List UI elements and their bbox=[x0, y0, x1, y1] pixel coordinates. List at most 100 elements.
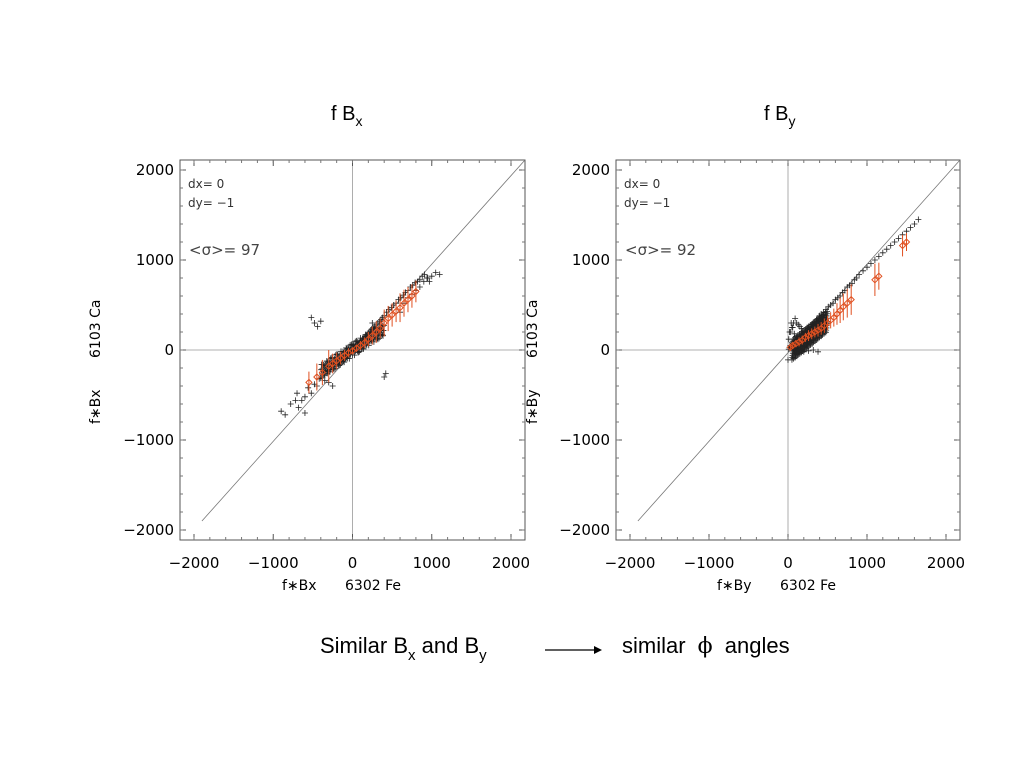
scatter-point bbox=[792, 315, 799, 322]
scatter-point bbox=[795, 351, 802, 358]
scatter-point bbox=[830, 300, 837, 307]
scatter-point bbox=[353, 337, 360, 344]
y-tick-label: 0 bbox=[600, 341, 610, 359]
scatter-point bbox=[810, 347, 817, 353]
scatter-point bbox=[867, 260, 874, 267]
scatter-point bbox=[357, 335, 364, 342]
scatter-point bbox=[895, 235, 902, 242]
scatter-point bbox=[348, 341, 355, 348]
scatter-point bbox=[794, 348, 801, 355]
mean-diamond bbox=[807, 330, 816, 338]
mean-diamond bbox=[833, 310, 841, 318]
mean-diamond bbox=[875, 272, 883, 280]
mean-diamond bbox=[871, 276, 879, 284]
mean-diamond bbox=[789, 341, 797, 350]
mean-diamond bbox=[400, 299, 408, 307]
scatter-point bbox=[786, 329, 793, 335]
annotation-dy: dy= −1 bbox=[624, 196, 670, 210]
mean-diamond bbox=[836, 306, 844, 315]
scatter-point bbox=[352, 338, 359, 345]
scatter-point bbox=[915, 216, 922, 223]
x-tick-label: −2000 bbox=[605, 554, 656, 572]
y-axis-label-left: f∗Bx bbox=[88, 389, 104, 424]
scatter-point bbox=[819, 331, 826, 338]
scatter-point bbox=[301, 410, 308, 416]
plot-area-by: −2000 −2000 −1000 −1000 0 0 1000 1000 2000 2000 bbox=[559, 159, 965, 572]
scatter-point bbox=[378, 332, 385, 339]
x-tick-label: 0 bbox=[783, 554, 793, 572]
scatter-point bbox=[432, 269, 439, 276]
scatter-point bbox=[871, 257, 878, 263]
x-tick-label: 1000 bbox=[413, 554, 451, 572]
y-tick-label: 1000 bbox=[572, 251, 610, 269]
arrow-head-icon bbox=[594, 646, 602, 654]
scatter-point bbox=[879, 249, 886, 256]
scatter-point bbox=[328, 354, 335, 361]
scatter-point bbox=[875, 253, 882, 260]
chart-panel-bx: f Bx −2000 −2000 −1000 −1000 0 0 1000 1000 2000 2… bbox=[88, 103, 530, 594]
x-tick-label: −2000 bbox=[169, 554, 220, 572]
mean-diamond bbox=[792, 339, 800, 348]
caption-left: Similar Bx and By bbox=[320, 633, 487, 664]
annotation-dx: dx= 0 bbox=[624, 177, 660, 191]
scatter-point bbox=[362, 331, 369, 338]
scatter-point bbox=[292, 397, 299, 404]
scatter-point bbox=[311, 320, 318, 326]
mean-diamond bbox=[313, 373, 321, 381]
scatter-point bbox=[799, 348, 806, 355]
mean-diamond bbox=[811, 328, 819, 336]
y-axis-label-right: 6103 Ca bbox=[88, 300, 104, 358]
y-tick-label: −2000 bbox=[123, 521, 174, 539]
mean-diamond bbox=[839, 303, 848, 311]
x-axis-label-left: f∗By bbox=[717, 578, 752, 594]
scatter-point bbox=[308, 314, 315, 321]
mean-diamond bbox=[847, 295, 855, 304]
x-axis-label-right: 6302 Fe bbox=[345, 578, 401, 594]
scatter-point bbox=[814, 335, 821, 342]
scatter-point bbox=[318, 361, 325, 368]
annotation-sigma: <σ>= 92 bbox=[625, 241, 696, 259]
scatter-point bbox=[814, 320, 821, 327]
scatter-point bbox=[788, 320, 795, 326]
scatter-point bbox=[317, 318, 324, 325]
plot-area-bx: −2000 −2000 −1000 −1000 0 0 1000 1000 2000 2000 bbox=[123, 159, 530, 572]
scatter-point bbox=[294, 390, 301, 397]
scatter-point bbox=[864, 264, 870, 271]
scatter-point bbox=[381, 374, 388, 380]
scatter-point bbox=[810, 339, 817, 346]
scatter-point bbox=[282, 411, 289, 418]
mean-diamond bbox=[372, 328, 380, 336]
scatter-point bbox=[295, 404, 302, 411]
mean-diamond bbox=[384, 314, 392, 323]
scatter-point bbox=[788, 356, 795, 363]
scatter-point bbox=[421, 271, 428, 278]
scatter-point bbox=[426, 278, 433, 285]
scatter-point bbox=[818, 314, 825, 321]
annotation-dy: dy= −1 bbox=[188, 196, 234, 210]
scatter-point bbox=[883, 246, 890, 253]
x-tick-label: 2000 bbox=[492, 554, 530, 572]
x-tick-label: −1000 bbox=[684, 554, 735, 572]
scatter-point bbox=[382, 370, 389, 377]
caption-right: similar ϕ angles bbox=[622, 633, 790, 659]
x-tick-label: 2000 bbox=[927, 554, 965, 572]
caption: Similar Bx and By similar ϕ angles bbox=[320, 633, 790, 664]
scatter-point bbox=[305, 384, 312, 391]
scatter-point bbox=[907, 224, 914, 231]
scatter-point bbox=[278, 408, 285, 415]
x-axis-label-right: 6302 Fe bbox=[780, 578, 836, 594]
y-tick-label: −2000 bbox=[559, 521, 610, 539]
mean-diamond bbox=[364, 335, 373, 343]
scatter-point bbox=[803, 324, 810, 331]
mean-diamond bbox=[814, 326, 822, 334]
scatter-point bbox=[347, 342, 354, 349]
x-tick-label: −1000 bbox=[248, 554, 299, 572]
mean-diamond bbox=[305, 378, 313, 387]
scatter-point bbox=[848, 280, 855, 287]
scatter-point bbox=[287, 401, 294, 407]
scatter-point bbox=[330, 366, 337, 373]
mean-diamond bbox=[795, 338, 803, 346]
scatter-point bbox=[301, 393, 308, 400]
mean-diamond bbox=[404, 295, 412, 304]
